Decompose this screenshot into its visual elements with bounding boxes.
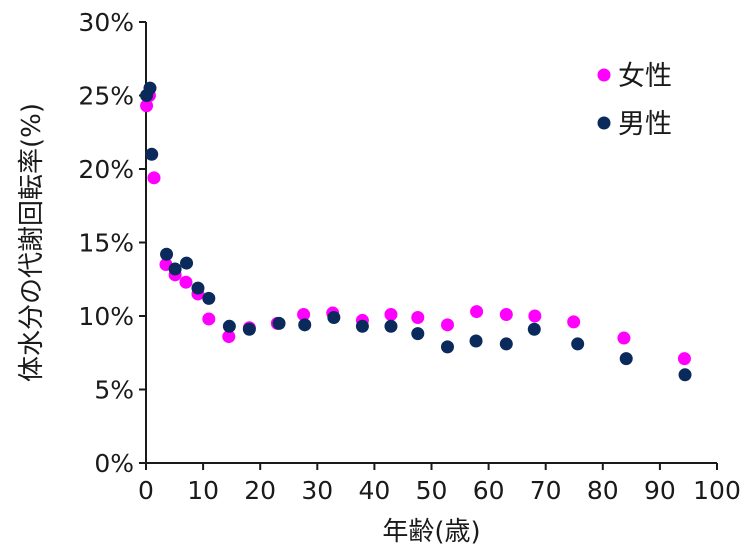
female-point: [411, 310, 425, 324]
y-tick-label: 30%: [78, 8, 134, 37]
x-tick-label: 60: [473, 476, 505, 505]
male-point: [440, 340, 454, 354]
female-point: [384, 308, 398, 322]
y-tick-label: 0%: [94, 449, 134, 478]
female-point: [617, 331, 631, 345]
female-point: [499, 308, 513, 322]
male-point: [678, 368, 692, 382]
male-point: [384, 319, 398, 333]
x-axis-ticks: 0 10 20 30 40 50 60 70 80 90 100: [138, 463, 741, 505]
legend-label-male: 男性: [618, 109, 672, 140]
male-point: [298, 318, 312, 332]
male-point: [411, 327, 425, 341]
male-point: [160, 247, 174, 261]
male-point: [191, 281, 205, 295]
female-point: [470, 305, 484, 319]
x-tick-label: 90: [644, 476, 676, 505]
female-point: [222, 330, 236, 344]
x-tick-label: 20: [244, 476, 276, 505]
male-point: [145, 147, 159, 161]
male-point: [619, 352, 633, 366]
y-tick-label: 10%: [78, 302, 134, 331]
legend-marker-female: [597, 68, 611, 82]
male-point: [469, 334, 483, 348]
male-point: [180, 256, 194, 270]
male-point: [202, 291, 216, 305]
x-tick-label: 50: [416, 476, 448, 505]
male-point: [571, 337, 585, 351]
female-point: [140, 99, 154, 113]
female-point: [202, 312, 216, 326]
male-point: [272, 316, 286, 330]
x-tick-label: 0: [138, 476, 154, 505]
female-point: [677, 352, 691, 366]
male-point: [527, 322, 541, 336]
y-axis-title: 体水分の代謝回転率(%): [17, 103, 47, 382]
female-point: [179, 275, 193, 289]
data-points: [140, 81, 692, 382]
male-point: [168, 262, 182, 276]
x-tick-label: 40: [358, 476, 390, 505]
y-tick-label: 25%: [78, 82, 134, 111]
female-point: [528, 309, 542, 323]
x-tick-label: 30: [301, 476, 333, 505]
male-point: [222, 319, 236, 333]
y-tick-label: 5%: [94, 376, 134, 405]
male-point: [499, 337, 513, 351]
y-tick-label: 20%: [78, 155, 134, 184]
male-point: [143, 81, 157, 95]
female-point: [567, 315, 581, 329]
male-point: [242, 322, 256, 336]
x-axis-title: 年齢(歳): [382, 517, 480, 547]
legend-marker-male: [597, 116, 611, 130]
y-axis-ticks: 0% 5% 10% 15% 20% 25% 30%: [78, 8, 146, 478]
x-tick-label: 70: [530, 476, 562, 505]
female-point: [297, 308, 311, 322]
female-point: [440, 318, 454, 332]
x-tick-label: 100: [693, 476, 741, 505]
y-tick-label: 15%: [78, 229, 134, 258]
x-tick-label: 10: [187, 476, 219, 505]
female-point: [147, 171, 161, 185]
legend-label-female: 女性: [618, 61, 672, 92]
male-point: [355, 319, 369, 333]
male-point: [327, 310, 341, 324]
x-tick-label: 80: [587, 476, 619, 505]
